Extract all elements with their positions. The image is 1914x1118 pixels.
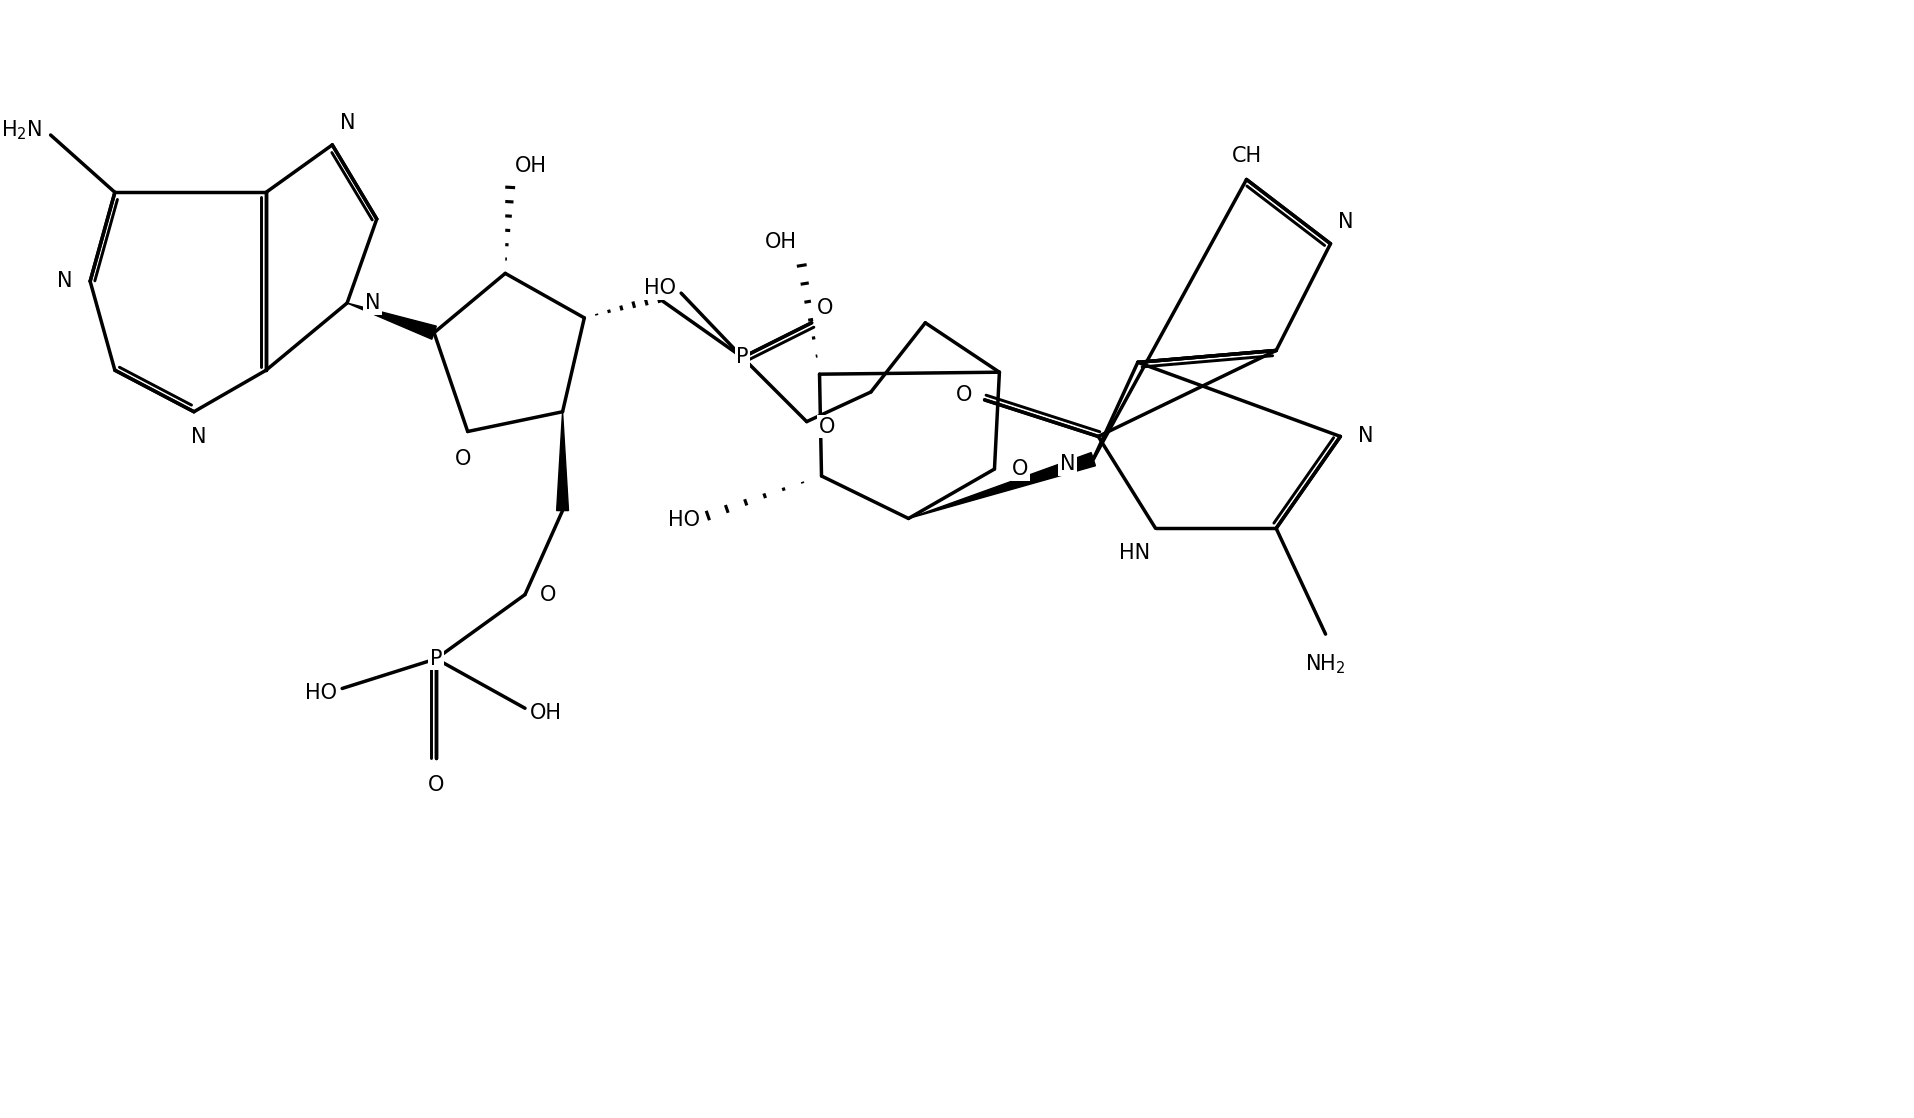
Polygon shape [557, 411, 568, 511]
Text: OH: OH [515, 155, 547, 176]
Text: OH: OH [530, 703, 561, 723]
Text: O: O [955, 385, 972, 405]
Text: O: O [817, 417, 835, 436]
Text: O: O [540, 585, 555, 605]
Text: HO: HO [304, 683, 337, 703]
Text: HN: HN [1120, 543, 1150, 563]
Polygon shape [907, 453, 1095, 519]
Text: P: P [429, 648, 442, 669]
Text: N: N [57, 272, 73, 292]
Text: P: P [735, 348, 748, 368]
Text: O: O [1013, 459, 1028, 479]
Text: HO: HO [668, 511, 701, 530]
Text: N: N [1060, 454, 1076, 474]
Text: O: O [454, 449, 471, 470]
Text: N: N [366, 293, 381, 313]
Text: N: N [1338, 212, 1353, 231]
Text: HO: HO [643, 278, 676, 299]
Text: H$_2$N: H$_2$N [2, 119, 42, 142]
Text: O: O [427, 776, 444, 795]
Text: NH$_2$: NH$_2$ [1305, 652, 1346, 675]
Text: OH: OH [764, 231, 796, 252]
Text: N: N [341, 113, 356, 133]
Text: N: N [191, 427, 207, 446]
Text: CH: CH [1231, 145, 1261, 165]
Polygon shape [346, 303, 436, 339]
Text: N: N [1357, 426, 1372, 446]
Text: O: O [815, 297, 833, 318]
